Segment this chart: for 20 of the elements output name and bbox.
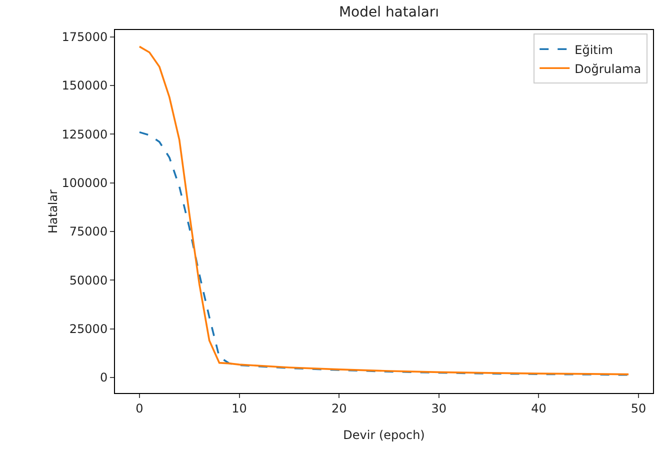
x-axis-title: Devir (epoch) <box>343 428 425 442</box>
x-tick-label: 40 <box>531 401 546 416</box>
y-tick-label: 100000 <box>62 176 108 190</box>
legend-label: Doğrulama <box>574 62 642 76</box>
y-axis-title: Hatalar <box>46 189 60 234</box>
chart-title: Model hataları <box>338 4 440 21</box>
line-series <box>138 131 630 376</box>
x-tick-label: 30 <box>431 401 447 416</box>
x-tick-label: 20 <box>331 401 347 416</box>
y-tick-label: 75000 <box>69 224 108 239</box>
x-tick-label: 10 <box>232 401 247 416</box>
y-tick-label: 175000 <box>62 30 108 44</box>
y-tick-label: 0 <box>100 370 108 385</box>
x-tick-label: 50 <box>630 401 646 416</box>
x-tick-label: 0 <box>136 401 144 416</box>
y-tick-label: 125000 <box>62 127 108 142</box>
y-tick-label: 25000 <box>69 322 108 336</box>
y-tick-label: 50000 <box>69 273 108 288</box>
y-tick-label: 150000 <box>62 78 108 93</box>
legend-label: Eğitim <box>574 42 613 57</box>
